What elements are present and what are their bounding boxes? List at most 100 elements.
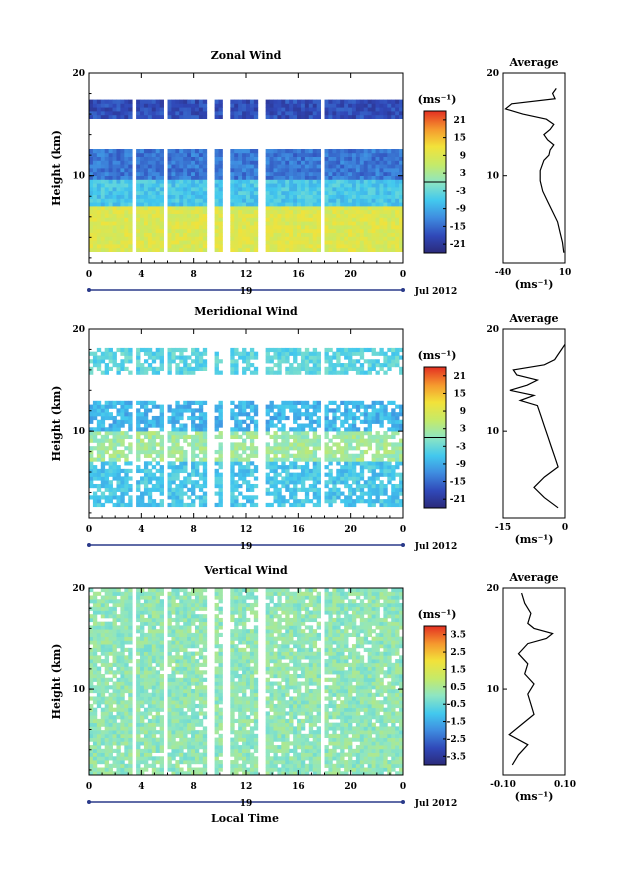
heatmap-cell bbox=[324, 206, 329, 211]
heatmap-cell bbox=[336, 472, 341, 477]
heatmap-cell bbox=[147, 591, 153, 596]
heatmap-cell bbox=[112, 160, 117, 165]
heatmap-cell bbox=[277, 168, 282, 173]
heatmap-cell bbox=[104, 651, 110, 656]
heatmap-cell bbox=[328, 472, 333, 477]
heatmap-cell bbox=[391, 449, 396, 455]
heatmap-cell bbox=[304, 149, 310, 154]
heatmap-cell bbox=[395, 194, 400, 199]
heatmap-cell bbox=[359, 232, 365, 237]
heatmap-cell bbox=[285, 171, 290, 176]
heatmap-cell bbox=[155, 370, 161, 375]
heatmap-cell bbox=[167, 487, 172, 492]
heatmap-cell bbox=[92, 244, 98, 249]
heatmap-cell bbox=[171, 114, 176, 119]
heatmap-cell bbox=[230, 217, 235, 222]
heatmap-cell bbox=[108, 614, 113, 619]
heatmap-cell bbox=[344, 183, 349, 188]
heatmap-cell bbox=[124, 446, 129, 451]
heatmap-cell bbox=[340, 499, 345, 504]
heatmap-cell bbox=[108, 457, 113, 462]
heatmap-cell bbox=[89, 228, 94, 233]
heatmap-cell bbox=[104, 431, 110, 436]
heatmap-cell bbox=[265, 453, 270, 458]
heatmap-cell bbox=[104, 168, 110, 173]
heatmap-cell bbox=[143, 217, 149, 222]
heatmap-cell bbox=[399, 438, 404, 443]
heatmap-cell bbox=[293, 431, 298, 436]
heatmap-cell bbox=[136, 760, 141, 765]
heatmap-cell bbox=[246, 351, 251, 356]
heatmap-cell bbox=[179, 461, 184, 466]
heatmap-cell bbox=[238, 209, 243, 214]
heatmap-cell bbox=[124, 655, 129, 660]
heatmap-cell bbox=[371, 412, 376, 417]
heatmap-cell bbox=[136, 164, 141, 169]
heatmap-cell bbox=[249, 156, 255, 161]
heatmap-cell bbox=[147, 225, 153, 230]
heatmap-cell bbox=[277, 240, 282, 245]
heatmap-cell bbox=[269, 366, 274, 371]
heatmap-cell bbox=[191, 168, 196, 173]
heatmap-cell bbox=[332, 164, 337, 169]
heatmap-cell bbox=[273, 209, 278, 214]
heatmap-cell bbox=[375, 419, 380, 424]
heatmap-cell bbox=[171, 225, 176, 230]
heatmap-cell bbox=[136, 419, 141, 424]
heatmap-cell bbox=[136, 236, 141, 241]
heatmap-cell bbox=[89, 681, 94, 686]
heatmap-cell bbox=[140, 415, 145, 421]
heatmap-cell bbox=[136, 171, 141, 176]
heatmap-cell bbox=[214, 111, 219, 116]
heatmap-cell bbox=[128, 745, 133, 750]
heatmap-cell bbox=[191, 206, 196, 211]
heatmap-cell bbox=[100, 465, 106, 470]
heatmap-cell bbox=[324, 114, 329, 119]
heatmap-cell bbox=[304, 404, 310, 409]
heatmap-cell bbox=[159, 366, 164, 371]
heatmap-cell bbox=[120, 202, 125, 207]
heatmap-cell bbox=[249, 206, 255, 211]
heatmap-cell bbox=[234, 194, 239, 199]
heatmap-cell bbox=[140, 247, 145, 252]
heatmap-cell bbox=[218, 156, 223, 161]
heatmap-cell bbox=[363, 213, 369, 218]
heatmap-cell bbox=[218, 408, 223, 413]
heatmap-cell bbox=[198, 366, 204, 371]
heatmap-cell bbox=[277, 370, 282, 375]
heatmap-cell bbox=[147, 674, 153, 679]
heatmap-cell bbox=[304, 351, 310, 356]
heatmap-cell bbox=[379, 483, 384, 489]
heatmap-cell bbox=[351, 232, 357, 237]
heatmap-cell bbox=[316, 495, 321, 500]
heatmap-cell bbox=[253, 160, 259, 165]
x-tick-label: 20 bbox=[344, 270, 357, 280]
heatmap-cell bbox=[285, 213, 290, 218]
heatmap-cell bbox=[96, 240, 102, 245]
heatmap-cell bbox=[147, 194, 153, 199]
heatmap-cell bbox=[230, 198, 235, 203]
heatmap-cell bbox=[285, 415, 290, 421]
heatmap-cell bbox=[234, 164, 239, 169]
heatmap-cell bbox=[120, 606, 125, 611]
heatmap-cell bbox=[265, 366, 270, 371]
heatmap-cell bbox=[112, 595, 117, 600]
heatmap-cell bbox=[230, 370, 235, 375]
heatmap-cell bbox=[112, 183, 117, 188]
heatmap-cell bbox=[112, 190, 117, 195]
heatmap-cell bbox=[151, 164, 157, 169]
heatmap-cell bbox=[143, 187, 149, 192]
heatmap-cell bbox=[198, 164, 204, 169]
heatmap-cell bbox=[218, 431, 223, 436]
heatmap-cell bbox=[355, 209, 361, 214]
heatmap-cell bbox=[265, 491, 270, 496]
heatmap-cell bbox=[108, 209, 113, 214]
heatmap-cell bbox=[293, 217, 298, 222]
heatmap-cell bbox=[187, 168, 192, 173]
heatmap-cell bbox=[316, 99, 321, 104]
heatmap-cell bbox=[151, 247, 157, 252]
heatmap-cell bbox=[104, 366, 110, 371]
heatmap-cell bbox=[293, 198, 298, 203]
heatmap-cell bbox=[198, 502, 204, 508]
heatmap-cell bbox=[194, 225, 200, 230]
